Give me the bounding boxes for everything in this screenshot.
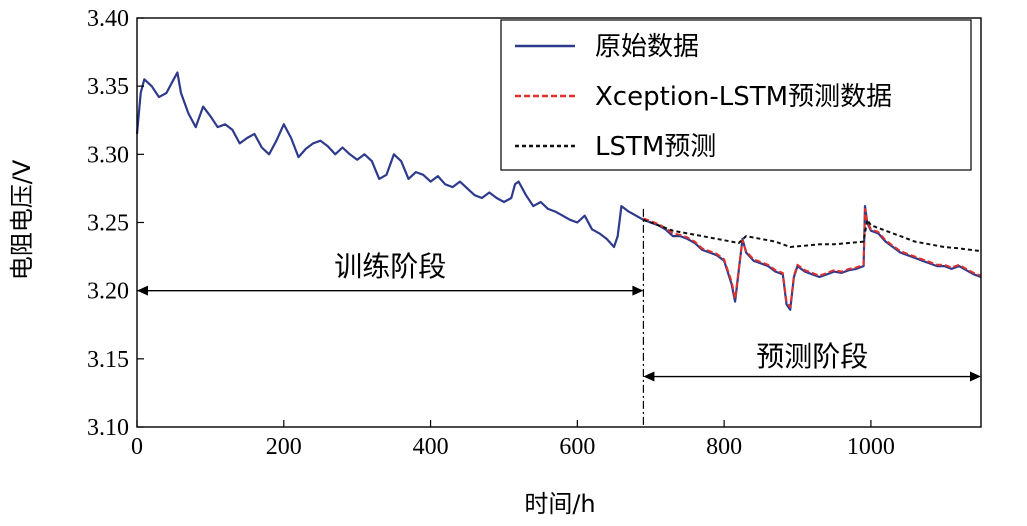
phase-arrowhead-left-2 <box>643 371 655 382</box>
phase-arrowhead-right-2 <box>970 371 981 382</box>
y-tick-label: 3.15 <box>87 347 129 373</box>
plot-area <box>135 71 982 311</box>
legend: 原始数据 Xception-LSTM预测数据 LSTM预测 <box>500 19 972 171</box>
x-tick-label: 600 <box>559 434 595 460</box>
axes: 3.10 3.15 3.20 3.25 3.30 3.35 3.40 0 200 400 600 80… <box>87 6 982 460</box>
legend-label-lstm: LSTM预测 <box>595 132 716 162</box>
y-tick-label: 3.20 <box>87 279 129 305</box>
phase-arrowhead-left-1 <box>137 285 148 296</box>
x-axis-title: 时间/h <box>524 490 595 518</box>
phase-label-2: 预测阶段 <box>756 340 868 373</box>
y-axis-title: 电阻电压/V <box>8 159 36 280</box>
y-tick-label: 3.40 <box>87 6 129 32</box>
series-line-2 <box>643 207 982 308</box>
series-line-3 <box>643 218 982 253</box>
legend-box <box>500 19 972 171</box>
x-tick-label: 200 <box>266 434 302 460</box>
x-tick-label: 800 <box>706 434 742 460</box>
phase-label-1: 训练阶段 <box>334 250 446 283</box>
x-tick-label: 0 <box>131 434 143 460</box>
y-tick-label: 3.25 <box>87 211 129 237</box>
series-line-1 <box>135 71 982 311</box>
x-tick-label: 400 <box>413 434 449 460</box>
y-tick-label: 3.35 <box>87 74 129 100</box>
legend-label-original: 原始数据 <box>595 32 699 62</box>
y-tick-label: 3.30 <box>87 142 129 168</box>
x-tick-label: 1000 <box>847 434 895 460</box>
phase-arrowhead-right-1 <box>632 285 644 296</box>
y-tick-label: 3.10 <box>87 415 129 441</box>
legend-label-xception: Xception-LSTM预测数据 <box>595 82 892 112</box>
